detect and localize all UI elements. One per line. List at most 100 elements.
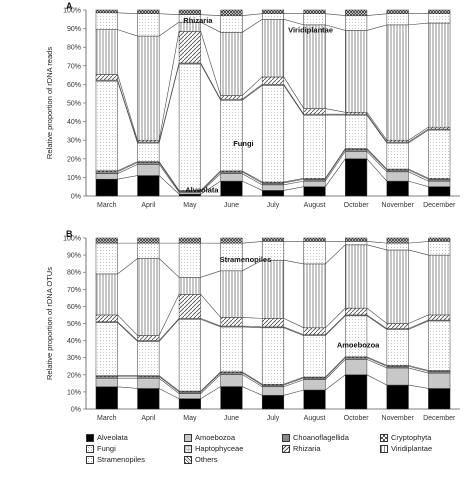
bar-segment-stramenopiles (304, 241, 326, 263)
series-connector-line (118, 259, 138, 274)
series-connector-line (159, 162, 179, 191)
legend-swatch (380, 434, 388, 442)
bar-segment-viridiplantae (428, 255, 450, 315)
series-connector-line (367, 375, 387, 385)
bar-segment-fungi (345, 316, 367, 357)
legend-label: Fungi (97, 444, 116, 453)
y-tick-label: 70% (67, 287, 81, 294)
bar-segment-fungi (345, 115, 367, 148)
legend-swatch (184, 445, 192, 453)
series-connector-line (284, 77, 304, 109)
bar-segment-rhizaria (96, 315, 118, 322)
series-connector-line (367, 151, 387, 171)
panel-label: A (66, 1, 73, 11)
bar-segment-choanoflagellida (387, 170, 409, 172)
series-connector-line (367, 315, 387, 329)
bar-segment-amoebozoa (262, 387, 284, 396)
bar-segment-choanoflagellida (221, 172, 243, 174)
bar-segment-alveolata (304, 390, 326, 409)
bar-segment-others (262, 10, 284, 14)
bar-segment-amoebozoa (345, 151, 367, 158)
bar-segment-amoebozoa (96, 174, 118, 180)
x-tick-label: July (267, 415, 280, 422)
series-connector-line (242, 241, 262, 243)
bar-segment-choanoflagellida (387, 366, 409, 368)
bar-segment-choanoflagellida (138, 163, 160, 165)
panel-a: 0%10%20%30%40%50%60%70%80%90%100%Relativ… (45, 1, 460, 209)
y-tick-label: 60% (67, 304, 81, 311)
legend-swatch (86, 434, 94, 442)
series-connector-line (284, 378, 304, 385)
y-tick-label: 30% (67, 355, 81, 362)
series-connector-line (159, 376, 179, 391)
bar-segment-stramenopiles (345, 241, 367, 244)
bar-segment-stramenopiles (428, 241, 450, 255)
bar-segment-fungi (428, 130, 450, 178)
series-connector-line (284, 84, 304, 114)
series-connector-line (242, 374, 262, 386)
legend-item: Choanoflagellida (282, 433, 380, 442)
bar-segment-viridiplantae (345, 245, 367, 308)
legend-label: Others (195, 455, 218, 464)
bar-segment-amoebozoa (96, 378, 118, 387)
bar-segment-amoebozoa (221, 374, 243, 386)
bar-segment-others (96, 238, 118, 243)
bar-segment-others (345, 10, 367, 16)
y-tick-label: 80% (67, 45, 81, 52)
legend-label: Viridiplantae (391, 444, 432, 453)
series-connector-line (408, 127, 428, 140)
series-connector-line (325, 357, 345, 377)
series-connector-line (118, 163, 138, 172)
y-tick-label: 90% (67, 26, 81, 33)
bar-segment-rhizaria (428, 315, 450, 320)
series-connector-line (118, 176, 138, 180)
series-connector-line (367, 112, 387, 140)
bar-segment-amoebozoa (428, 181, 450, 187)
bar-segment-rhizaria (179, 31, 201, 63)
x-tick-label: May (183, 415, 197, 422)
bar-segment-choanoflagellida (221, 373, 243, 375)
bar-segment-rhizaria (428, 127, 450, 129)
legend-label: Amoebozoa (195, 433, 235, 442)
series-connector-line (242, 172, 262, 183)
bar-segment-rhizaria (138, 335, 160, 340)
series-connector-line (284, 318, 304, 327)
series-connector-line (367, 316, 387, 330)
x-tick-label: October (344, 202, 370, 209)
bar-segment-others (138, 10, 160, 14)
legend-item: Cryptophyta (380, 433, 466, 442)
bar-segment-fungi (96, 323, 118, 376)
bar-segment-others (96, 10, 118, 13)
bar-segment-viridiplantae (345, 30, 367, 112)
series-connector-line (242, 373, 262, 385)
bar-segment-alveolata (304, 187, 326, 196)
series-connector-line (201, 63, 221, 99)
series-connector-line (325, 109, 345, 113)
legend-item: Haptophyceae (184, 444, 282, 453)
y-tick-label: 50% (67, 321, 81, 328)
bar-segment-amoebozoa (138, 378, 160, 388)
series-connector-line (242, 174, 262, 185)
legend-item: Others (184, 455, 282, 464)
bar-segment-fungi (179, 64, 201, 190)
x-tick-label: July (267, 202, 280, 209)
series-connector-line (242, 171, 262, 182)
bar-segment-fungi (387, 329, 409, 365)
bar-segment-viridiplantae (304, 25, 326, 109)
bar-segment-alveolata (138, 388, 160, 409)
y-tick-label: 50% (67, 101, 81, 108)
bar-segment-alveolata (138, 176, 160, 196)
series-connector-line (284, 390, 304, 395)
legend-item: Alveolata (86, 433, 184, 442)
legend-item: Viridiplantae (380, 444, 466, 453)
bar-segment-viridiplantae (96, 274, 118, 315)
series-connector-line (201, 271, 221, 278)
bar-segment-rhizaria (387, 140, 409, 142)
panel-b: 0%10%20%30%40%50%60%70%80%90%100%Relativ… (45, 229, 460, 422)
series-annotation: Fungi (233, 139, 253, 148)
y-tick-label: 0% (71, 194, 81, 201)
series-connector-line (159, 22, 179, 36)
series-connector-line (325, 245, 345, 264)
bar-segment-alveolata (387, 181, 409, 196)
